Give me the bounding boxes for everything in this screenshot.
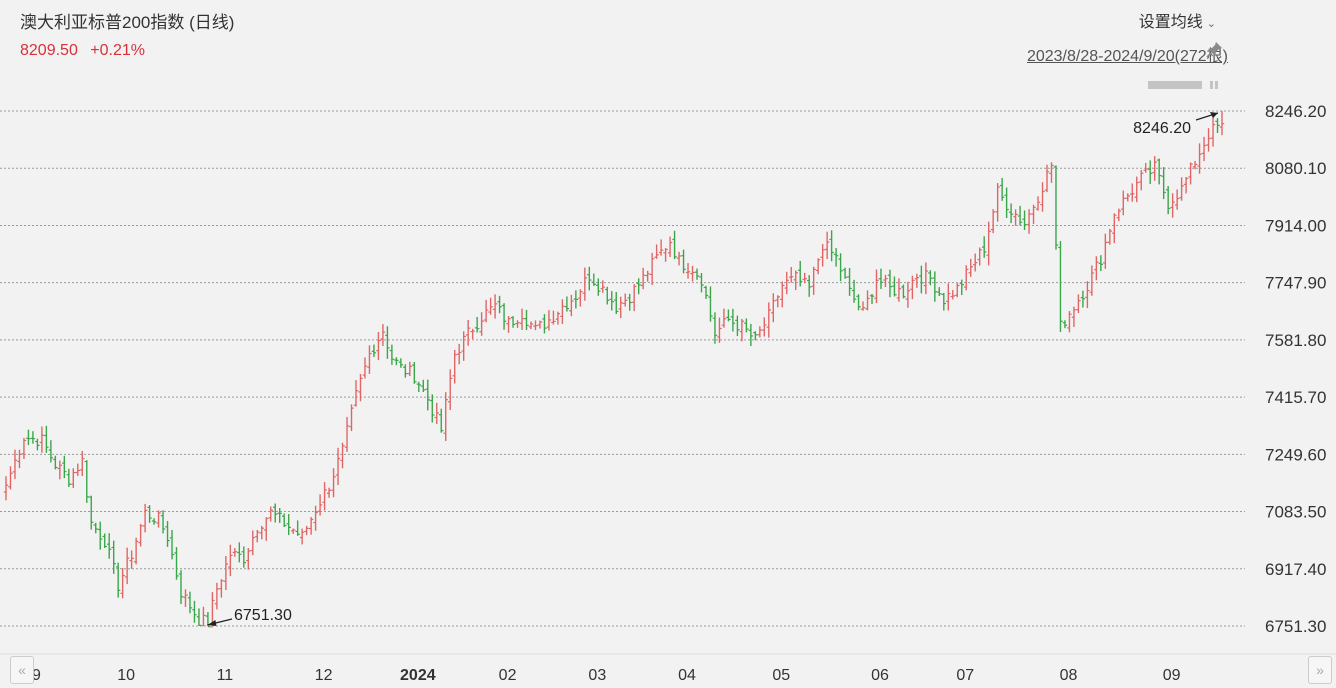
y-tick-label: 7914.00 <box>1265 216 1326 235</box>
x-month-label: 10 <box>117 667 135 684</box>
x-month-label: 2024 <box>400 667 436 684</box>
y-axis-labels: 8246.20 8080.10 7914.00 7747.90 7581.80 7415.… <box>1265 102 1326 636</box>
x-month-label: 08 <box>1060 667 1078 684</box>
max-marker-label: 8246.20 <box>1133 120 1191 137</box>
min-marker-arrow <box>207 620 217 626</box>
x-month-label: 11 <box>217 667 234 684</box>
chevron-down-icon: ⌄ <box>1206 18 1216 30</box>
ma-button-label: 设置均线 <box>1138 14 1203 31</box>
price-bars <box>3 111 1225 628</box>
date-range[interactable]: 2023/8/28-2024/9/20(272根) <box>1026 48 1228 65</box>
max-marker-arrow <box>1210 112 1218 118</box>
x-month-label: 06 <box>871 667 889 684</box>
x-month-label: 05 <box>772 667 790 684</box>
y-tick-label: 8080.10 <box>1265 159 1326 178</box>
y-tick-label: 7249.60 <box>1265 445 1326 464</box>
y-tick-label: 6917.40 <box>1265 560 1326 579</box>
y-tick-label: 7581.80 <box>1265 331 1326 350</box>
x-month-label: 09 <box>1163 667 1181 684</box>
chart-title: 澳大利亚标普200指数 (日线) <box>20 13 235 32</box>
y-tick-label: 7083.50 <box>1265 503 1326 522</box>
last-price: 8209.50 <box>20 42 78 59</box>
price-change: +0.21% <box>90 42 146 59</box>
x-month-label: 07 <box>956 667 974 684</box>
y-tick-label: 6751.30 <box>1265 617 1326 636</box>
zoom-handle-icon[interactable] <box>1148 80 1220 90</box>
x-month-label: 12 <box>315 667 333 684</box>
y-tick-label: 7415.70 <box>1265 388 1326 407</box>
y-tick-label: 7747.90 <box>1265 274 1326 293</box>
scroll-right-button[interactable]: » <box>1308 656 1332 684</box>
grid-lines <box>0 110 1245 627</box>
pin-icon[interactable] <box>1206 40 1224 58</box>
x-month-label: 02 <box>499 667 517 684</box>
annotations: 8246.20 6751.30 <box>207 112 1219 626</box>
y-tick-label: 8246.20 <box>1265 102 1326 121</box>
x-month-label: 04 <box>678 667 696 684</box>
set-moving-average-button[interactable]: 设置均线 ⌄ <box>1139 8 1216 32</box>
x-axis-labels: 0910111220240203040506070809 <box>23 667 1181 684</box>
scroll-left-button[interactable]: « <box>10 656 34 684</box>
min-marker-label: 6751.30 <box>234 607 292 624</box>
price-quote: 8209.50 +0.21% <box>20 42 153 60</box>
x-month-label: 03 <box>588 667 606 684</box>
